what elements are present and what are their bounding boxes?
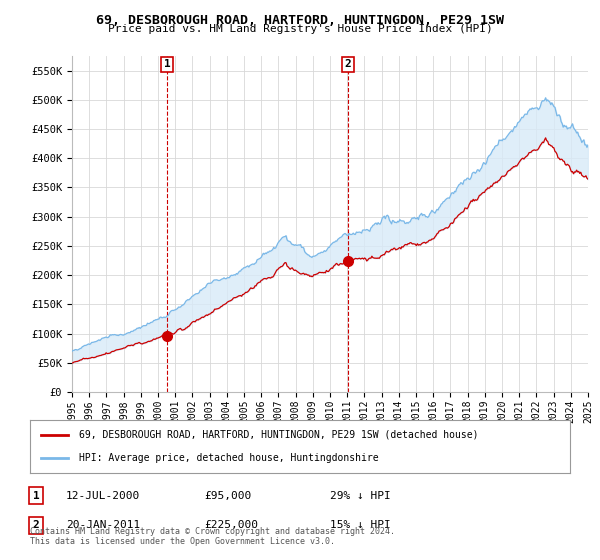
Text: 69, DESBOROUGH ROAD, HARTFORD, HUNTINGDON, PE29 1SW: 69, DESBOROUGH ROAD, HARTFORD, HUNTINGDO… [96, 14, 504, 27]
Text: £95,000: £95,000 [204, 491, 251, 501]
Text: 1: 1 [32, 491, 40, 501]
Text: 15% ↓ HPI: 15% ↓ HPI [330, 520, 391, 530]
Text: £225,000: £225,000 [204, 520, 258, 530]
Text: Price paid vs. HM Land Registry's House Price Index (HPI): Price paid vs. HM Land Registry's House … [107, 24, 493, 34]
Text: Contains HM Land Registry data © Crown copyright and database right 2024.
This d: Contains HM Land Registry data © Crown c… [30, 526, 395, 546]
Text: 2: 2 [32, 520, 40, 530]
Text: 29% ↓ HPI: 29% ↓ HPI [330, 491, 391, 501]
Text: 12-JUL-2000: 12-JUL-2000 [66, 491, 140, 501]
Text: 2: 2 [345, 59, 352, 69]
Text: 69, DESBOROUGH ROAD, HARTFORD, HUNTINGDON, PE29 1SW (detached house): 69, DESBOROUGH ROAD, HARTFORD, HUNTINGDO… [79, 430, 478, 440]
Text: 1: 1 [164, 59, 170, 69]
Text: 20-JAN-2011: 20-JAN-2011 [66, 520, 140, 530]
Text: HPI: Average price, detached house, Huntingdonshire: HPI: Average price, detached house, Hunt… [79, 453, 378, 463]
